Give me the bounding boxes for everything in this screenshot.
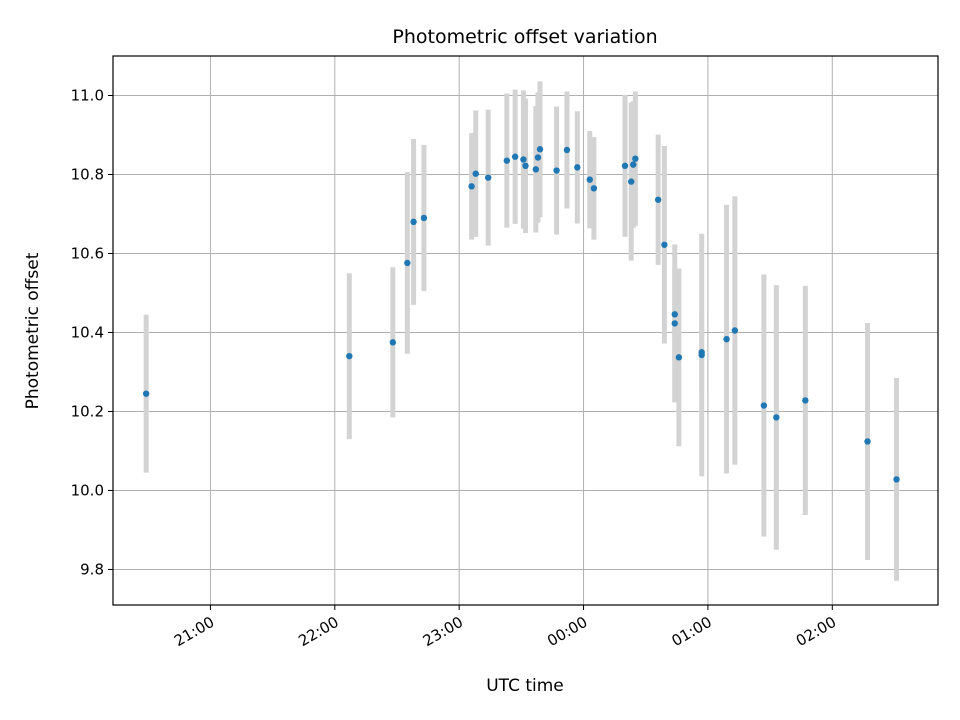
plot-area-frame [112,55,939,606]
y-tick-label: 9.8 [80,560,104,578]
chart-title: Photometric offset variation [392,26,657,48]
data-point [731,327,739,334]
data-point [586,176,593,183]
data-point [420,214,428,222]
y-tick-label: 10.2 [71,402,104,420]
data-point [553,167,560,174]
data-point [654,196,662,203]
data-point [723,335,730,343]
data-point [142,390,150,397]
data-point [675,354,683,361]
data-point [628,178,635,185]
x-axis-title: UTC time [486,676,564,696]
data-point [661,241,668,248]
data-point [632,155,639,162]
data-points [142,146,900,483]
data-point [534,154,542,161]
y-tick-label: 10.0 [71,481,104,499]
data-point [532,166,540,173]
data-point [760,402,768,409]
data-point [536,146,544,153]
data-point [520,156,527,163]
data-point [773,414,780,421]
data-point [563,146,571,154]
data-point [671,311,678,318]
data-point [671,320,678,327]
data-point [503,157,511,164]
data-point [590,185,598,192]
data-point [410,218,417,226]
data-point [472,170,479,177]
y-tick-label: 11.0 [71,86,104,104]
data-point [893,476,900,483]
data-point [346,352,353,360]
data-point [698,351,705,359]
data-point [802,397,809,404]
data-point [630,161,637,168]
data-point [511,153,519,160]
y-tick-label: 10.4 [71,323,104,341]
data-point [522,162,529,169]
data-point [484,174,492,181]
data-point [574,164,581,171]
grid [113,56,938,605]
y-axis: 9.8 10.0 10.2 10.4 10.6 10.8 11.0 [71,86,113,578]
y-tick-label: 10.8 [71,165,104,183]
data-point [404,259,411,267]
data-point [468,183,475,190]
data-point [389,339,397,346]
y-tick-label: 10.6 [71,244,104,262]
data-point [621,162,629,169]
data-point [864,438,871,445]
y-axis-title: Photometric offset [23,252,43,409]
